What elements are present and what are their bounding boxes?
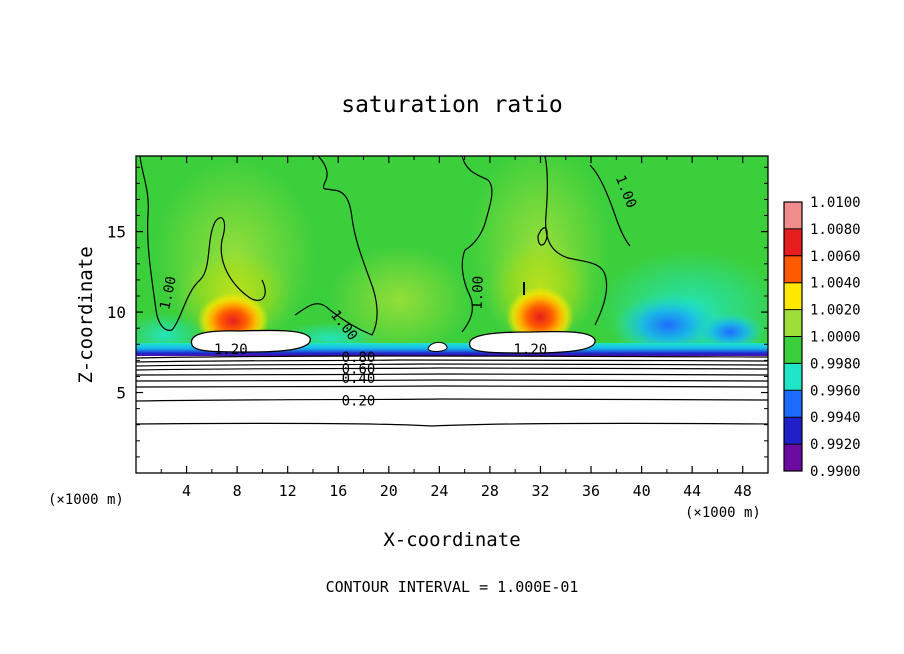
- contour-line-0-40: [136, 379, 768, 382]
- colorbar-tick-label: 1.0000: [810, 330, 861, 346]
- colorbar-tick-label: 1.0040: [810, 276, 861, 292]
- contour-line-0-50: [136, 373, 768, 376]
- colorbar-tick-label: 0.9980: [810, 356, 861, 372]
- x-axis-unit-right: (×1000 m): [685, 505, 761, 521]
- colorbar-segment: [784, 363, 802, 391]
- contour-label: 1.00: [157, 275, 180, 311]
- contour-line-1-00-small-loop: [537, 227, 548, 246]
- y-tick-label: 10: [107, 303, 126, 322]
- x-axis-unit-left: (×1000 m): [48, 492, 124, 508]
- contour-label: 0.40: [342, 371, 376, 387]
- colorbar-segment: [784, 228, 802, 257]
- x-tick-label: 16: [329, 482, 347, 500]
- contour-line-0-20: [136, 398, 768, 402]
- chart-title: saturation ratio: [341, 92, 563, 118]
- x-tick-label: 8: [233, 482, 242, 500]
- cloud-small: [427, 341, 448, 352]
- contour-line-1-00-upper-right: [589, 164, 631, 247]
- contour-label: 0.80: [342, 350, 376, 366]
- contour-label: 1.20: [214, 342, 248, 358]
- contour-line-upper: [136, 355, 768, 359]
- heatmap-field: [136, 156, 768, 473]
- contour-line-1-00-left: [139, 156, 266, 331]
- y-axis-title: Z-coordinate: [75, 246, 97, 383]
- colorbar-tick-label: 0.9960: [810, 383, 861, 399]
- colorbar-segment: [784, 309, 802, 337]
- contour-line-0-80: [136, 359, 768, 363]
- plot-frame: [135, 155, 769, 474]
- colorbar-segment: [784, 336, 802, 364]
- x-axis-title: X-coordinate: [383, 529, 520, 551]
- y-axis: 5 10 15: [107, 166, 768, 458]
- colorbar-tick-label: 0.9900: [810, 464, 861, 480]
- x-tick-label: 24: [430, 482, 448, 500]
- x-tick-label: 12: [279, 482, 297, 500]
- colorbar-segment: [784, 444, 802, 472]
- colorbar-tick-label: 1.0080: [810, 222, 861, 238]
- contour-line-0-30: [136, 385, 768, 388]
- colorbar-tick-label: 0.9920: [810, 437, 861, 453]
- colorbar-segment: [784, 390, 802, 418]
- x-tick-label: 4: [182, 482, 191, 500]
- colorbar-segment: [784, 282, 802, 311]
- x-tick-label: 48: [734, 482, 752, 500]
- x-tick-label: 28: [481, 482, 499, 500]
- contour-line-0-10: [136, 422, 768, 427]
- x-tick-label: 20: [380, 482, 398, 500]
- contour-line-0-70: [136, 363, 768, 367]
- y-tick-label: 15: [107, 223, 126, 242]
- y-tick-label: 5: [116, 384, 126, 403]
- blue-region-right: [613, 293, 723, 357]
- contour-label: 0.20: [342, 394, 376, 410]
- x-tick-label: 40: [633, 482, 651, 500]
- colorbar-segment: [784, 417, 802, 445]
- colorbar-tick-label: 1.0020: [810, 303, 861, 319]
- colorbar-tick-label: 0.9940: [810, 410, 861, 426]
- contour-line-1-00-middle: [461, 156, 493, 333]
- cloud-left: [190, 329, 311, 353]
- contour-label: 1.20: [514, 342, 548, 358]
- colorbar-tick-label: 1.0060: [810, 249, 861, 265]
- contour-lines: [136, 156, 768, 427]
- x-tick-label: 32: [531, 482, 549, 500]
- colorbar-segment: [784, 255, 802, 284]
- colorbar-segment: [784, 202, 802, 230]
- contour-interval-note: CONTOUR INTERVAL = 1.000E-01: [326, 578, 579, 596]
- contour-line-1-00-center: [294, 156, 378, 336]
- colorbar: 0.9900 0.9920 0.9940 0.9960 0.9980 1.0000 1.00…: [783, 195, 861, 480]
- x-tick-label: 36: [582, 482, 600, 500]
- red-core-right: [506, 284, 574, 344]
- x-axis: 4 8 12 16 20 24 28 32 36 40 44 48: [160, 156, 752, 500]
- blue-region-far-right: [695, 312, 765, 352]
- contour-line-1-00-right: [544, 156, 608, 326]
- lower-white-region: [136, 356, 768, 473]
- contour-line-0-60: [136, 367, 768, 371]
- colorbar-tick-label: 1.0100: [810, 195, 861, 211]
- contour-label: 0.60: [342, 361, 376, 377]
- x-tick-label: 44: [683, 482, 701, 500]
- contour-label: 1.00: [470, 276, 487, 310]
- cloud-right: [469, 330, 596, 354]
